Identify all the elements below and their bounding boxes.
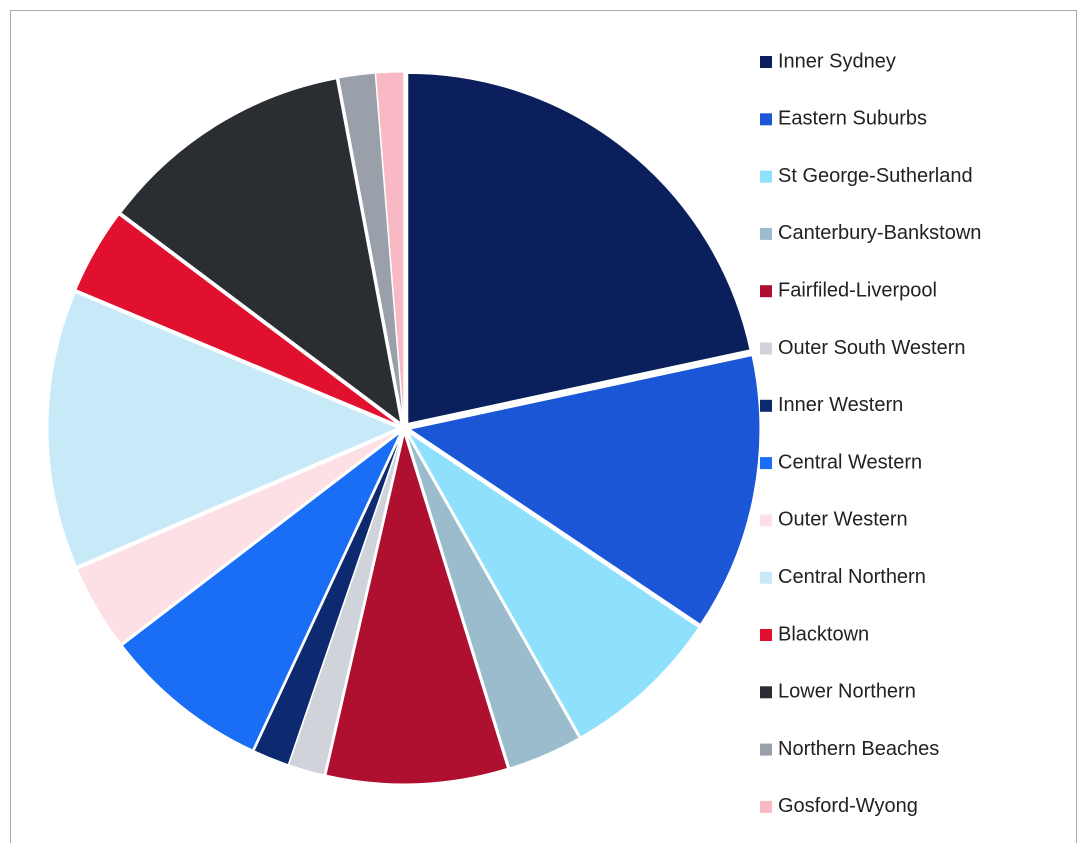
pie-slice bbox=[407, 431, 700, 738]
legend-swatch bbox=[760, 686, 772, 699]
legend-label: Central Western bbox=[778, 451, 922, 473]
pie-slice bbox=[407, 72, 751, 424]
legend-label: Inner Western bbox=[778, 394, 903, 416]
pie-slice bbox=[75, 214, 400, 426]
pie-slice bbox=[47, 292, 400, 567]
legend-label: Fairfiled-Liverpool bbox=[778, 279, 937, 301]
pie-slice bbox=[253, 433, 403, 766]
legend-label: Inner Sydney bbox=[778, 50, 896, 72]
pie-slice bbox=[338, 72, 404, 423]
legend-label: Canterbury-Bankstown bbox=[778, 222, 981, 244]
legend-label: Gosford-Wyong bbox=[778, 795, 918, 817]
legend-swatch bbox=[760, 113, 772, 126]
pie-slice bbox=[120, 78, 402, 425]
pie-slice bbox=[408, 355, 761, 626]
legend-label: Blacktown bbox=[778, 623, 869, 645]
legend-swatch bbox=[760, 514, 772, 527]
pie-slice bbox=[405, 433, 580, 769]
legend-swatch bbox=[760, 56, 772, 68]
legend-swatch bbox=[760, 629, 772, 641]
pie-slice bbox=[375, 71, 405, 423]
legend-label: Northern Beaches bbox=[778, 738, 939, 760]
legend-swatch bbox=[760, 399, 772, 412]
pie-slice bbox=[121, 432, 401, 751]
legend-label: Outer Western bbox=[778, 509, 908, 531]
legend-label: Eastern Suburbs bbox=[778, 108, 927, 130]
legend-swatch bbox=[760, 170, 772, 183]
legend-swatch bbox=[760, 285, 772, 298]
legend-swatch bbox=[760, 227, 772, 240]
legend-swatch bbox=[760, 800, 772, 813]
legend-swatch bbox=[760, 342, 772, 355]
chart-frame bbox=[10, 10, 1077, 848]
legend-label: Outer South Western bbox=[778, 337, 966, 359]
pie-slice bbox=[76, 430, 400, 645]
legend-swatch bbox=[760, 571, 772, 584]
legend-swatch bbox=[760, 743, 772, 756]
legend-label: St George-Sutherland bbox=[778, 165, 973, 187]
legend-label: Lower Northern bbox=[778, 681, 916, 703]
legend-label: Central Northern bbox=[778, 566, 926, 588]
pie-slice bbox=[288, 433, 403, 776]
pie-slice bbox=[325, 432, 509, 785]
legend-swatch bbox=[760, 457, 772, 470]
